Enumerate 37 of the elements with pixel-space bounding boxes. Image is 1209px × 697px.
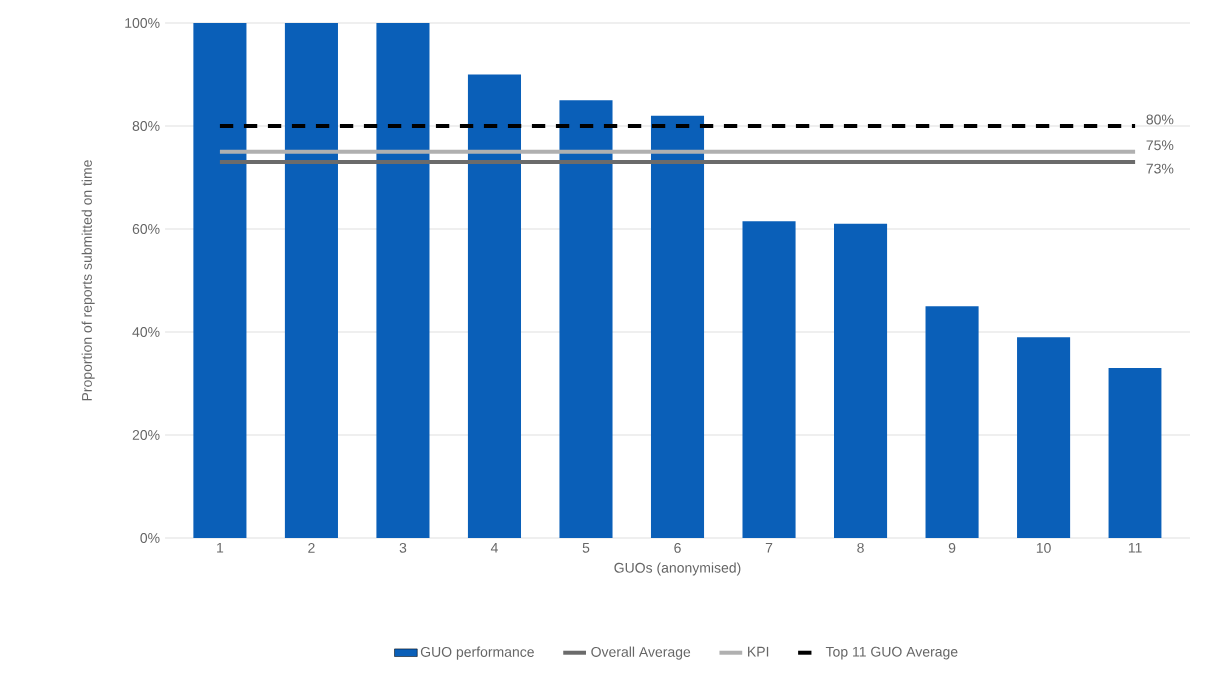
y-tick-label: 100% [125,18,160,28]
y-tick-label: 80% [132,121,160,131]
x-tick-label: 9 [948,542,956,553]
y-tick-label: 40% [132,327,160,337]
x-tick-label: 7 [765,542,773,553]
data-label: 80% [1146,114,1174,125]
y-axis-title: Proportion of reports submitted on time [81,160,95,401]
y-tick-label: 20% [132,430,160,440]
bar [284,23,338,538]
bar [1108,368,1162,538]
bar [467,74,522,538]
x-tick-label: 2 [308,542,315,553]
bar [1017,337,1071,538]
bar [925,306,979,538]
legend-label: Top 11 GUO Average [825,646,958,660]
legend-label: GUO performance [420,646,534,660]
x-tick-label: 1 [217,542,224,553]
bar [193,23,247,538]
x-tick-label: 5 [582,542,590,553]
y-tick-label: 0% [140,533,160,543]
x-tick-label: 6 [674,542,681,553]
x-tick-label: 3 [399,542,407,553]
bar [650,115,705,538]
bar [376,23,430,538]
x-axis-title: GUOs (anonymised) [614,562,741,576]
x-tick-label: 10 [1036,542,1051,553]
bar [742,221,796,538]
x-tick-label: 8 [857,542,864,553]
legend-label: KPI [748,646,769,657]
bar [834,223,888,538]
x-tick-label: 11 [1128,542,1142,553]
y-tick-label: 60% [132,224,160,234]
x-tick-label: 4 [490,542,498,553]
data-label: 73% [1146,163,1174,174]
data-label: 75% [1146,140,1174,151]
bar [559,100,613,538]
legend-label: Overall Average [591,646,691,660]
